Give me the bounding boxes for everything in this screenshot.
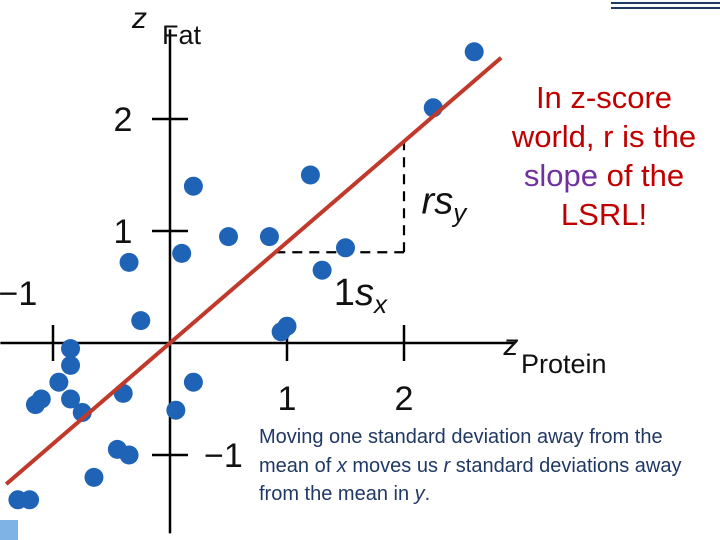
data-point	[84, 467, 104, 487]
rise-label-sub: y	[451, 197, 468, 227]
run-label-prefix: 1	[334, 272, 355, 314]
rise-label: rsy	[422, 180, 469, 227]
data-point	[172, 243, 192, 263]
y-tick-label: 1	[114, 213, 133, 251]
note-text-1: Moving one standard deviation away from …	[259, 426, 663, 477]
note-var-x: x	[336, 454, 347, 477]
x-tick-label: 2	[395, 380, 414, 418]
rise-label-main: rs	[422, 180, 454, 222]
data-point	[312, 260, 332, 280]
callout-highlight: slope	[523, 158, 598, 193]
data-point	[49, 372, 69, 392]
run-label: 1sx	[334, 272, 388, 319]
data-point	[219, 227, 238, 247]
slope-guides	[275, 141, 406, 254]
note-text-3: standard deviations away from the mean i…	[259, 454, 682, 506]
note-var-y: y	[414, 483, 425, 505]
data-point	[25, 395, 45, 415]
header-decoration	[611, 2, 720, 12]
data-point	[259, 227, 279, 247]
data-point	[464, 42, 484, 62]
data-point	[131, 311, 151, 331]
y-tick-label: −1	[204, 437, 243, 475]
data-point	[336, 238, 355, 258]
data-point	[61, 355, 81, 375]
data-point	[20, 490, 40, 510]
x-tick-label: 1	[278, 380, 297, 418]
regression-line	[4, 56, 503, 486]
data-point	[119, 252, 139, 272]
callout-text-1: In z-score world, r is the	[511, 80, 697, 154]
data-point	[119, 445, 139, 465]
x-axis-z: z	[502, 329, 518, 362]
run-label-sub: x	[372, 289, 388, 319]
data-points	[8, 42, 484, 510]
data-point	[166, 400, 186, 420]
explanation-note: Moving one standard deviation away from …	[259, 423, 689, 509]
note-text-2: moves us	[352, 454, 438, 477]
callout-text-2: of the LSRL!	[560, 158, 685, 232]
regression-line-group	[4, 56, 503, 486]
corner-decoration	[0, 520, 18, 540]
data-point	[183, 176, 203, 196]
y-tick-label: 2	[114, 101, 133, 139]
data-point	[183, 372, 203, 392]
data-point	[300, 165, 320, 185]
note-text-4: .	[424, 483, 431, 505]
data-point	[61, 389, 81, 409]
y-axis-title: Fat	[162, 20, 202, 50]
x-axis-title: Protein	[521, 349, 607, 379]
note-var-r: r	[443, 454, 451, 477]
y-axis-z: z	[131, 2, 147, 35]
slope-callout: In z-score world, r is the slope of the …	[504, 78, 704, 234]
data-point	[72, 402, 92, 422]
run-label-main: s	[355, 272, 374, 314]
data-point	[61, 339, 81, 359]
data-point	[271, 322, 291, 342]
axes	[0, 29, 516, 534]
x-tick-label-negative: −1	[0, 275, 37, 313]
tick-marks	[51, 117, 406, 457]
